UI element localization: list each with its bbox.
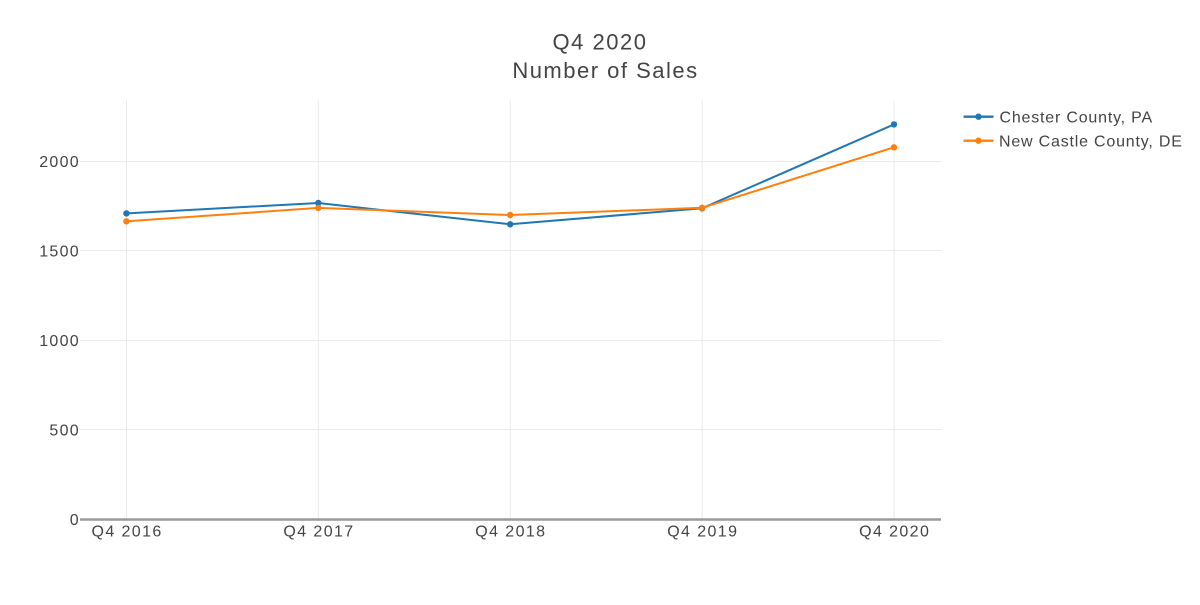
svg-text:Q4 2017: Q4 2017 bbox=[283, 524, 354, 541]
svg-text:Q4 2016: Q4 2016 bbox=[92, 524, 163, 541]
svg-text:New Castle County, DE: New Castle County, DE bbox=[999, 134, 1183, 151]
svg-text:500: 500 bbox=[49, 422, 80, 439]
svg-text:Number of Sales: Number of Sales bbox=[512, 58, 698, 83]
svg-text:Q4 2020: Q4 2020 bbox=[859, 524, 930, 541]
svg-text:Q4 2020: Q4 2020 bbox=[553, 30, 648, 55]
svg-text:0: 0 bbox=[70, 512, 80, 529]
svg-text:Chester County, PA: Chester County, PA bbox=[1000, 110, 1153, 127]
svg-text:Q4 2019: Q4 2019 bbox=[667, 524, 738, 541]
svg-text:1000: 1000 bbox=[39, 333, 80, 350]
svg-text:Q4 2018: Q4 2018 bbox=[475, 524, 546, 541]
svg-text:2000: 2000 bbox=[39, 154, 80, 171]
svg-text:1500: 1500 bbox=[39, 243, 80, 260]
